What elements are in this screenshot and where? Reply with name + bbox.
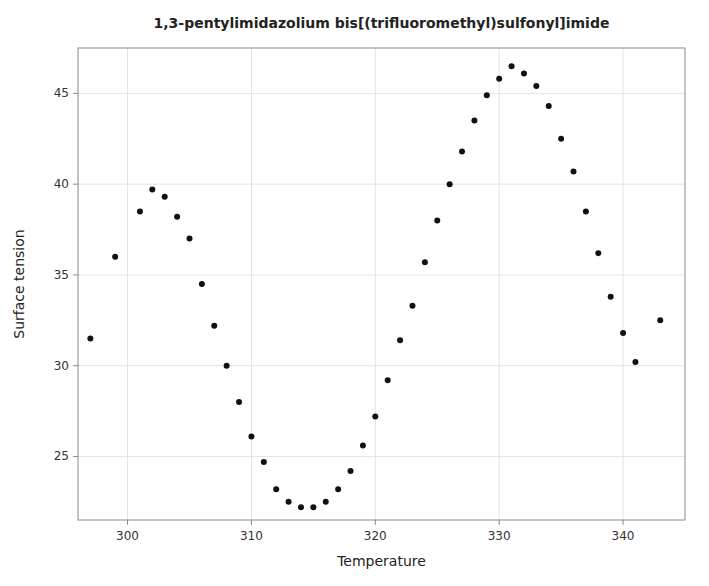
point xyxy=(595,250,601,256)
point xyxy=(224,363,230,369)
point xyxy=(409,303,415,309)
x-axis-label: Temperature xyxy=(336,553,426,569)
point xyxy=(348,468,354,474)
point xyxy=(360,443,366,449)
y-tick xyxy=(73,93,78,94)
point xyxy=(112,254,118,260)
point xyxy=(422,259,428,265)
point xyxy=(447,181,453,187)
point xyxy=(385,377,391,383)
y-tick-label: 30 xyxy=(54,359,69,373)
point xyxy=(298,504,304,510)
point xyxy=(248,433,254,439)
point xyxy=(546,103,552,109)
y-grid-line xyxy=(78,184,685,185)
y-tick xyxy=(73,456,78,457)
title: 1,3-pentylimidazolium bis[(trifluorometh… xyxy=(154,15,610,31)
y-tick xyxy=(73,365,78,366)
point xyxy=(521,70,527,76)
x-tick xyxy=(251,520,252,525)
grid xyxy=(78,48,685,520)
point xyxy=(397,337,403,343)
point xyxy=(533,83,539,89)
point xyxy=(509,63,515,69)
y-grid-line xyxy=(78,274,685,275)
y-axis-label: Surface tension xyxy=(11,229,27,338)
x-tick xyxy=(623,520,624,525)
point xyxy=(323,499,329,505)
y-grid-line xyxy=(78,456,685,457)
y-grid-line xyxy=(78,93,685,94)
x-tick xyxy=(375,520,376,525)
y-tick-label: 25 xyxy=(54,449,69,463)
x-tick xyxy=(127,520,128,525)
point xyxy=(236,399,242,405)
x-grid-line xyxy=(127,48,128,520)
point xyxy=(310,504,316,510)
point xyxy=(273,486,279,492)
point xyxy=(186,236,192,242)
x-grid-line xyxy=(375,48,376,520)
point xyxy=(162,194,168,200)
y-grid-line xyxy=(78,365,685,366)
point xyxy=(459,148,465,154)
point xyxy=(484,92,490,98)
x-tick-label: 340 xyxy=(612,529,635,543)
point xyxy=(261,459,267,465)
background xyxy=(0,0,709,586)
point xyxy=(211,323,217,329)
chart-container: 300 310 320 330 340 25 30 35 40 45 1,3-pentylimida… xyxy=(0,0,709,586)
point xyxy=(620,330,626,336)
point xyxy=(372,414,378,420)
point xyxy=(583,208,589,214)
x-tick-label: 320 xyxy=(364,529,387,543)
point xyxy=(286,499,292,505)
y-tick xyxy=(73,274,78,275)
x-grid-line xyxy=(251,48,252,520)
point xyxy=(137,208,143,214)
y-tick-label: 35 xyxy=(54,268,69,282)
x-grid-line xyxy=(499,48,500,520)
point xyxy=(496,76,502,82)
point xyxy=(657,317,663,323)
x-tick-label: 310 xyxy=(240,529,263,543)
y-tick-label: 40 xyxy=(54,177,69,191)
point xyxy=(571,168,577,174)
chart-svg: 300 310 320 330 340 25 30 35 40 45 1,3-pentylimida… xyxy=(0,0,709,586)
point xyxy=(335,486,341,492)
x-grid-line xyxy=(623,48,624,520)
point xyxy=(608,294,614,300)
plot-frame xyxy=(78,48,685,520)
point xyxy=(87,335,93,341)
point xyxy=(471,118,477,124)
points xyxy=(87,63,663,510)
axes: 300 310 320 330 340 25 30 35 40 45 xyxy=(54,86,635,543)
point xyxy=(558,136,564,142)
point xyxy=(434,217,440,223)
y-tick xyxy=(73,184,78,185)
x-tick xyxy=(499,520,500,525)
x-tick-label: 330 xyxy=(488,529,511,543)
point xyxy=(632,359,638,365)
point xyxy=(199,281,205,287)
point xyxy=(149,187,155,193)
x-tick-label: 300 xyxy=(116,529,139,543)
y-tick-label: 45 xyxy=(54,86,69,100)
point xyxy=(174,214,180,220)
